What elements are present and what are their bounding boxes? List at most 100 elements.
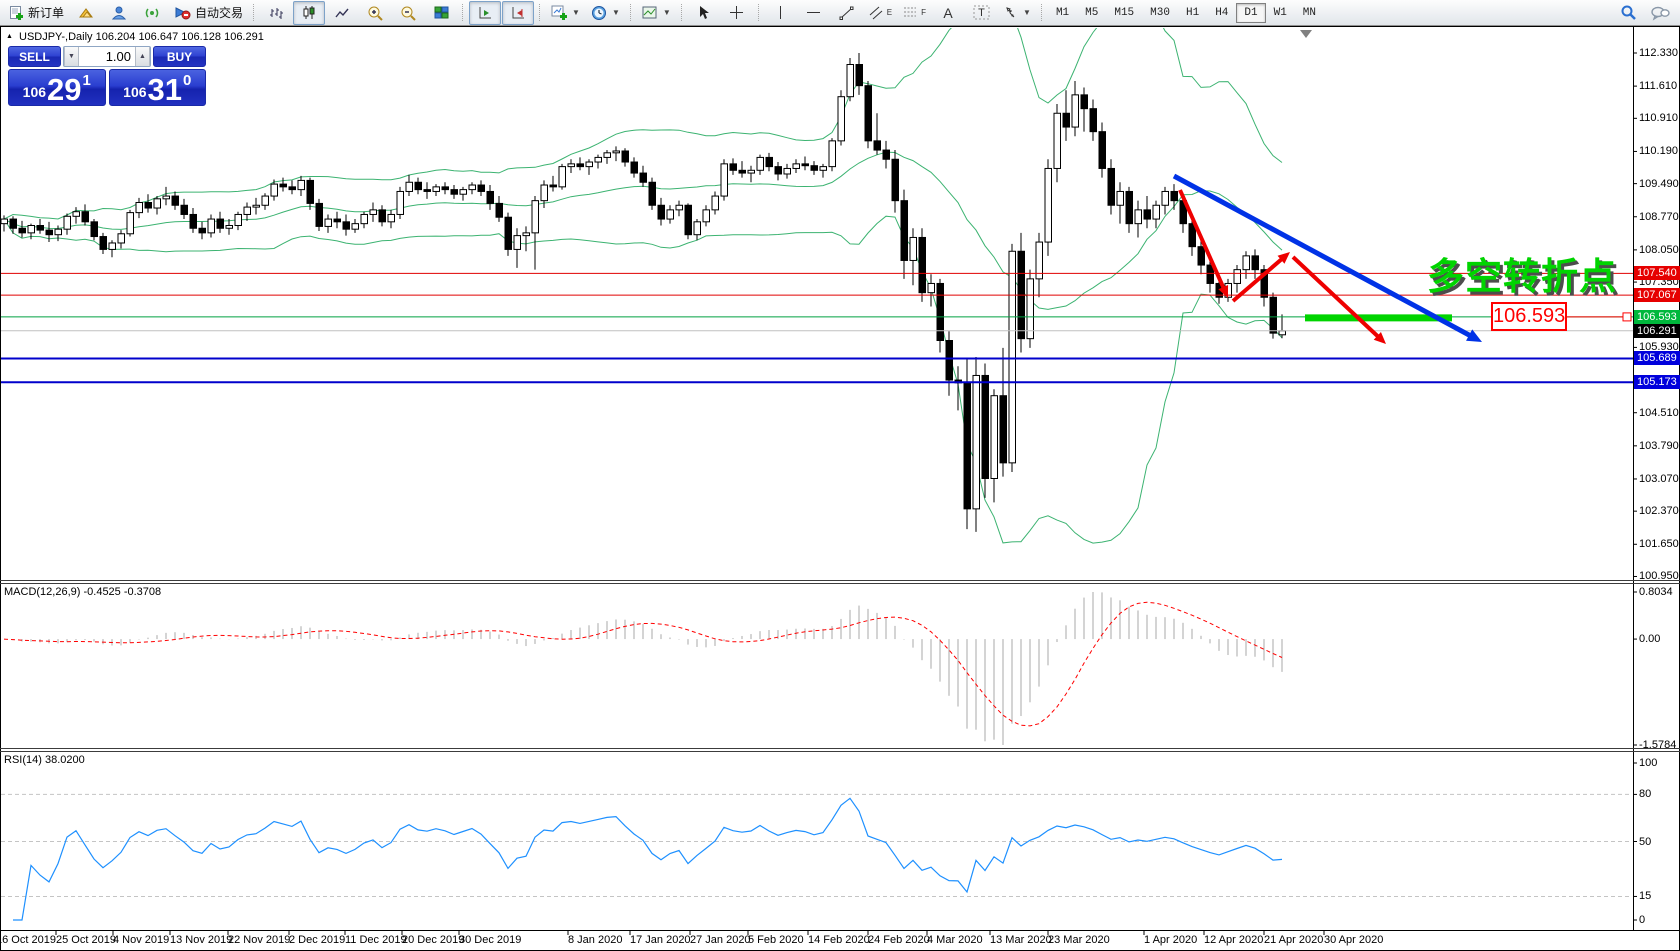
cursor-icon — [700, 6, 710, 19]
timeframe-h1-button[interactable]: H1 — [1185, 6, 1200, 19]
bollinger-middle — [3, 151, 1283, 310]
tile-windows-button[interactable] — [425, 1, 457, 25]
bid-big-figure: 106 — [22, 84, 47, 100]
profiles-button[interactable] — [70, 1, 102, 25]
timeframe-m1-button[interactable]: M1 — [1055, 6, 1070, 19]
new-order-button[interactable]: 新订单 — [4, 1, 69, 25]
rsi-value: 38.0200 — [44, 754, 85, 766]
templates-button[interactable]: ▼ — [637, 1, 676, 25]
new-chart-button[interactable]: ▼ — [546, 1, 585, 25]
chart-shift-button[interactable] — [502, 0, 535, 25]
auto-scroll-button[interactable] — [469, 0, 502, 25]
horizontal-line-button[interactable] — [798, 1, 830, 25]
templates-icon — [642, 6, 657, 18]
date-tick-label: 4 Mar 2020 — [927, 934, 983, 946]
clock-icon — [591, 5, 606, 20]
price-tick-label: 103.070 — [1639, 472, 1679, 485]
line-chart-icon — [334, 8, 349, 17]
toolbar-separator — [629, 4, 632, 21]
price-tick-label: 111.610 — [1639, 80, 1678, 93]
trendline-icon — [839, 6, 854, 20]
crosshair-button[interactable] — [721, 1, 753, 25]
fibonacci-button[interactable]: F — [898, 1, 931, 25]
text-label-icon: T — [973, 5, 990, 20]
fibonacci-subscript: F — [921, 8, 927, 17]
cursor-button[interactable] — [688, 1, 720, 25]
indicator-scale-label: 50 — [1639, 835, 1652, 848]
vps-hosting-icon — [111, 6, 127, 20]
volume-increase-button[interactable]: ▲ — [135, 47, 150, 66]
crosshair-icon — [730, 6, 744, 19]
rsi-pane — [1, 793, 1632, 921]
buy-price-button[interactable]: 106 31 0 — [108, 69, 206, 106]
date-tick-label: 22 Nov 2019 — [228, 934, 291, 946]
price-level-label: 105.689 — [1634, 351, 1680, 366]
timeframe-w1-button[interactable]: W1 — [1273, 6, 1287, 19]
bar-chart-button[interactable] — [260, 1, 292, 25]
sell-price-button[interactable]: 106 29 1 — [8, 69, 106, 106]
price-level-label: 107.540 — [1634, 266, 1680, 281]
chat-icon — [1651, 6, 1670, 21]
text-icon: A — [943, 4, 953, 21]
dropdown-caret-icon: ▼ — [1023, 8, 1031, 17]
timeframe-m30-button[interactable]: M30 — [1150, 6, 1170, 19]
toolbar-separator — [539, 4, 541, 21]
new-order-label: 新订单 — [28, 6, 65, 20]
timeframe-d1-button[interactable]: D1 — [1236, 2, 1266, 23]
text-button[interactable]: A — [932, 1, 964, 25]
candlestick-chart-button[interactable] — [293, 0, 326, 25]
search-button[interactable] — [1612, 1, 1644, 25]
timeframe-m5-button[interactable]: M5 — [1085, 6, 1099, 19]
hline-anchor-marker — [1622, 312, 1632, 322]
timeframe-h4-button[interactable]: H4 — [1215, 6, 1229, 19]
volume-decrease-button[interactable]: ▼ — [64, 47, 79, 66]
sell-button[interactable]: SELL — [8, 46, 61, 67]
vertical-line-icon — [780, 6, 782, 19]
indicator-scale-label: 0 — [1639, 914, 1646, 926]
trendline-button[interactable] — [831, 1, 863, 25]
buy-button[interactable]: BUY — [153, 46, 206, 67]
vertical-line-button[interactable] — [765, 1, 797, 25]
vps-hosting-button[interactable] — [103, 1, 135, 25]
bid-pips: 29 — [47, 71, 82, 107]
price-tick-label: 108.050 — [1639, 243, 1679, 256]
toolbar-separator — [253, 4, 255, 21]
date-tick-label: 16 Oct 2019 — [0, 934, 56, 946]
date-tick-label: 11 Dec 2019 — [345, 934, 407, 946]
indicator-scale-label: 15 — [1639, 890, 1652, 903]
date-tick-label: 14 Feb 2020 — [808, 934, 870, 946]
autotrading-icon — [175, 7, 191, 20]
turning-point-annotation[interactable]: 多空转折点 — [1427, 256, 1617, 297]
chart-shift-marker — [1300, 30, 1312, 38]
one-click-trading-panel: SELL ▼ ▲ BUY 106 29 1 106 31 0 — [8, 46, 206, 106]
volume-spinner: ▼ ▲ — [63, 46, 151, 67]
signals-icon — [145, 8, 159, 18]
timeframe-mn-button[interactable]: MN — [1302, 6, 1316, 19]
price-callout-label[interactable]: 106.593 — [1491, 302, 1567, 331]
date-tick-label: 27 Jan 2020 — [690, 934, 751, 946]
arrows-icon — [1006, 7, 1015, 18]
chat-button[interactable] — [1644, 1, 1676, 25]
timeframe-m15-button[interactable]: M15 — [1114, 6, 1135, 19]
signals-button[interactable] — [136, 1, 168, 25]
volume-input[interactable] — [79, 47, 135, 66]
zoom-out-button[interactable] — [392, 1, 424, 25]
auto-scroll-icon — [479, 6, 491, 18]
autotrading-button[interactable]: 自动交易 — [169, 1, 248, 25]
zoom-in-button[interactable] — [359, 1, 391, 25]
indicator-scale-label: 0.8034 — [1639, 586, 1673, 598]
line-chart-button[interactable] — [326, 1, 358, 25]
text-label-button[interactable]: T — [965, 1, 997, 25]
chart-shift-icon — [512, 6, 524, 18]
period-button[interactable]: ▼ — [586, 1, 625, 25]
date-tick-label: 30 Apr 2020 — [1324, 934, 1384, 946]
date-tick-label: 4 Nov 2019 — [113, 934, 170, 946]
price-tick-label: 102.370 — [1639, 505, 1679, 518]
price-tick-label: 100.950 — [1639, 570, 1679, 583]
symbol-period-label: USDJPY-,Daily — [19, 31, 93, 43]
equidistant-channel-button[interactable]: E — [864, 1, 897, 25]
arrows-button[interactable]: ▼ — [998, 1, 1036, 25]
date-tick-label: 24 Feb 2020 — [868, 934, 930, 946]
date-tick-label: 12 Apr 2020 — [1204, 934, 1264, 946]
